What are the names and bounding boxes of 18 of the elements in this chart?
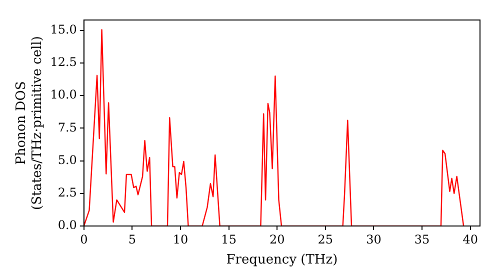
y-tick-label: 5.0 <box>58 152 77 167</box>
y-tick-label: 15.0 <box>50 22 77 37</box>
x-tick-label: 35 <box>414 232 430 246</box>
y-tick-label: 2.5 <box>58 186 77 200</box>
x-tick-label: 5 <box>128 232 136 246</box>
x-tick-label: 25 <box>318 232 334 246</box>
x-tick-label: 15 <box>221 232 236 246</box>
y-tick-label: 12.5 <box>50 55 77 70</box>
x-tick-label: 20 <box>269 232 285 246</box>
y-tick-label: 10.0 <box>50 88 77 102</box>
x-axis-title: Frequency (THz) <box>226 252 338 268</box>
x-tick-label: 0 <box>80 232 88 246</box>
y-tick-label: 7.5 <box>58 120 77 134</box>
y-axis-title: Phonon DOS (States/THz·primitive cell) <box>14 36 45 210</box>
x-tick-label: 10 <box>172 232 188 246</box>
x-tick-label: 30 <box>366 232 382 246</box>
y-tick-label: 0.0 <box>58 218 77 232</box>
x-tick-label: 40 <box>462 232 478 246</box>
